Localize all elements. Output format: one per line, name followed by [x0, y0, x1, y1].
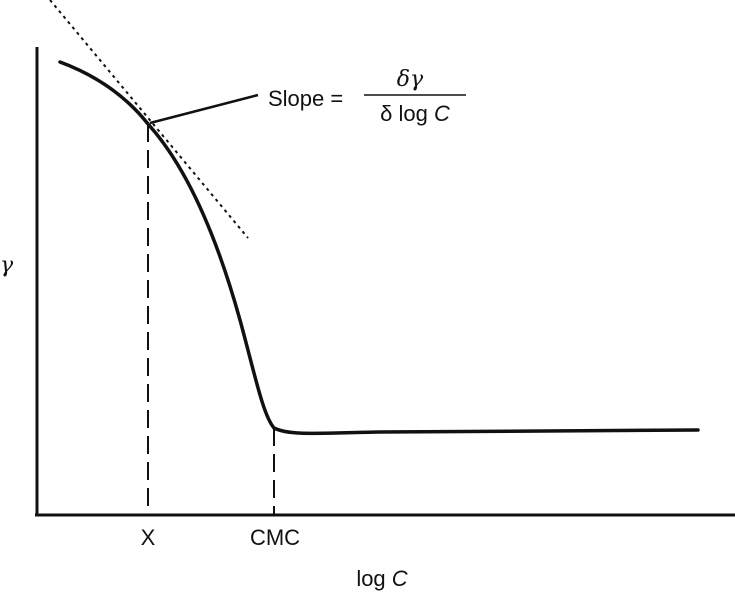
slope-denominator-prefix: δ log [380, 101, 434, 126]
x-tick-label-cmc: CMC [250, 525, 300, 550]
slope-denominator-var: C [434, 101, 450, 126]
x-axis-label: log C [356, 566, 407, 591]
slope-denominator: δ log C [380, 101, 450, 126]
surface-tension-curve [58, 60, 700, 436]
x-axis-label-prefix: log [356, 566, 391, 591]
slope-label: Slope = [268, 86, 343, 111]
y-axis-label: γ [0, 253, 14, 278]
slope-numerator: δγ [397, 67, 424, 92]
tangent-line [49, 0, 249, 239]
annotation-leader [149, 93, 259, 125]
x-tick-label-x: X [141, 525, 156, 550]
x-axis-label-var: C [392, 566, 408, 591]
